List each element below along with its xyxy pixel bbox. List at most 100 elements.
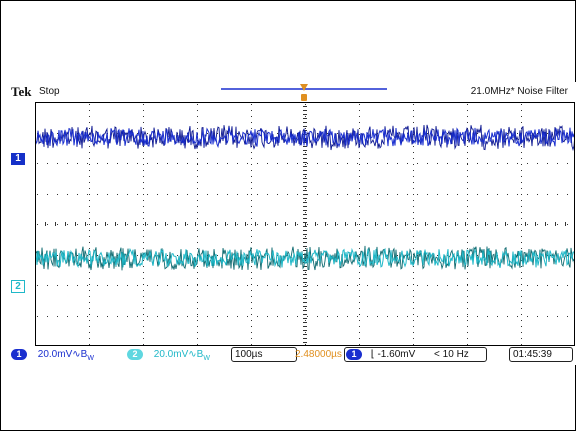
- grid-dot: [397, 255, 398, 256]
- grid-dot: [377, 224, 378, 225]
- grid-dot: [547, 285, 548, 286]
- grid-dot: [57, 255, 58, 256]
- grid-center-tick: [303, 306, 307, 307]
- grid-dot: [507, 224, 508, 225]
- grid-dot: [247, 194, 248, 195]
- trigger-readout[interactable]: 1 ⌊ -1.60mV < 10 Hz: [344, 347, 487, 362]
- ch1-badge: 1: [11, 349, 27, 360]
- grid-dot: [413, 206, 414, 207]
- grid-dot: [167, 255, 168, 256]
- grid-center-tick: [303, 238, 307, 239]
- grid-dot: [77, 285, 78, 286]
- grid-dot: [143, 236, 144, 237]
- grid-dot: [357, 194, 358, 195]
- grid-dot: [413, 266, 414, 267]
- grid-dot: [359, 224, 360, 225]
- grid-dot: [251, 122, 252, 123]
- grid-dot: [305, 296, 306, 297]
- grid-dot: [437, 224, 438, 225]
- grid-center-tick: [465, 222, 466, 226]
- grid-dot: [467, 218, 468, 219]
- grid-dot: [143, 338, 144, 339]
- grid-dot: [357, 316, 358, 317]
- grid-dot: [187, 316, 188, 317]
- grid-center-tick: [303, 318, 307, 319]
- trigger-position-readout[interactable]: 2.48000µs: [295, 349, 342, 360]
- grid-center-tick: [85, 222, 86, 226]
- grid-dot: [359, 170, 360, 171]
- grid-dot: [89, 218, 90, 219]
- grid-dot: [477, 255, 478, 256]
- grid-dot: [359, 152, 360, 153]
- grid-dot: [37, 163, 38, 164]
- grid-dot: [437, 255, 438, 256]
- grid-dot: [143, 182, 144, 183]
- grid-dot: [277, 224, 278, 225]
- grid-dot: [521, 218, 522, 219]
- grid-dot: [567, 255, 568, 256]
- grid-dot: [557, 285, 558, 286]
- grid-dot: [427, 133, 428, 134]
- grid-dot: [467, 242, 468, 243]
- grid-dot: [107, 316, 108, 317]
- grid-dot: [107, 163, 108, 164]
- channel-1-trace: [35, 124, 575, 152]
- grid-dot: [467, 308, 468, 309]
- grid-center-tick: [445, 222, 446, 226]
- grid-dot: [247, 316, 248, 317]
- grid-dot: [521, 110, 522, 111]
- channel-2-marker[interactable]: 2: [11, 280, 25, 293]
- grid-dot: [359, 296, 360, 297]
- grid-dot: [207, 133, 208, 134]
- grid-dot: [251, 104, 252, 105]
- grid-dot: [187, 163, 188, 164]
- grid-dot: [377, 194, 378, 195]
- grid-center-tick: [303, 250, 307, 251]
- channel-2-trace: [35, 245, 575, 271]
- grid-dot: [413, 194, 414, 195]
- grid-dot: [197, 285, 198, 286]
- grid-dot: [527, 285, 528, 286]
- grid-dot: [359, 308, 360, 309]
- timebase-readout[interactable]: 100µs: [231, 347, 297, 362]
- grid-dot: [187, 224, 188, 225]
- grid-dot: [89, 224, 90, 225]
- grid-dot: [521, 170, 522, 171]
- grid-dot: [521, 206, 522, 207]
- grid-dot: [413, 182, 414, 183]
- grid-dot: [37, 285, 38, 286]
- grid-dot: [143, 332, 144, 333]
- grid-dot: [359, 284, 360, 285]
- grid-dot: [147, 194, 148, 195]
- grid-dot: [359, 164, 360, 165]
- ch2-scale-readout[interactable]: 2 20.0mV∿BW: [127, 349, 210, 362]
- grid-dot: [467, 176, 468, 177]
- grid-center-tick: [303, 190, 307, 191]
- grid-dot: [467, 158, 468, 159]
- grid-dot: [347, 316, 348, 317]
- grid-dot: [305, 248, 306, 249]
- grid-dot: [327, 163, 328, 164]
- grid-dot: [521, 182, 522, 183]
- grid-dot: [417, 285, 418, 286]
- grid-dot: [557, 224, 558, 225]
- grid-dot: [143, 104, 144, 105]
- ch1-scale-readout[interactable]: 1 20.0mV∿BW: [11, 349, 94, 362]
- grid-center-tick: [303, 154, 307, 155]
- grid-dot: [97, 255, 98, 256]
- grid-dot: [521, 296, 522, 297]
- grid-dot: [137, 316, 138, 317]
- grid-dot: [147, 316, 148, 317]
- grid-dot: [521, 230, 522, 231]
- grid-dot: [437, 163, 438, 164]
- grid-dot: [97, 163, 98, 164]
- grid-dot: [567, 285, 568, 286]
- grid-center-tick: [303, 110, 307, 111]
- grid-dot: [447, 224, 448, 225]
- record-view-bar: [221, 84, 387, 101]
- grid-dot: [197, 230, 198, 231]
- channel-1-marker[interactable]: 1: [11, 153, 25, 165]
- grid-dot: [367, 285, 368, 286]
- status-bar: 1 20.0mV∿BW 2 20.0mV∿BW 100µs 2.48000µs …: [9, 347, 576, 363]
- ch2-badge: 2: [127, 349, 143, 360]
